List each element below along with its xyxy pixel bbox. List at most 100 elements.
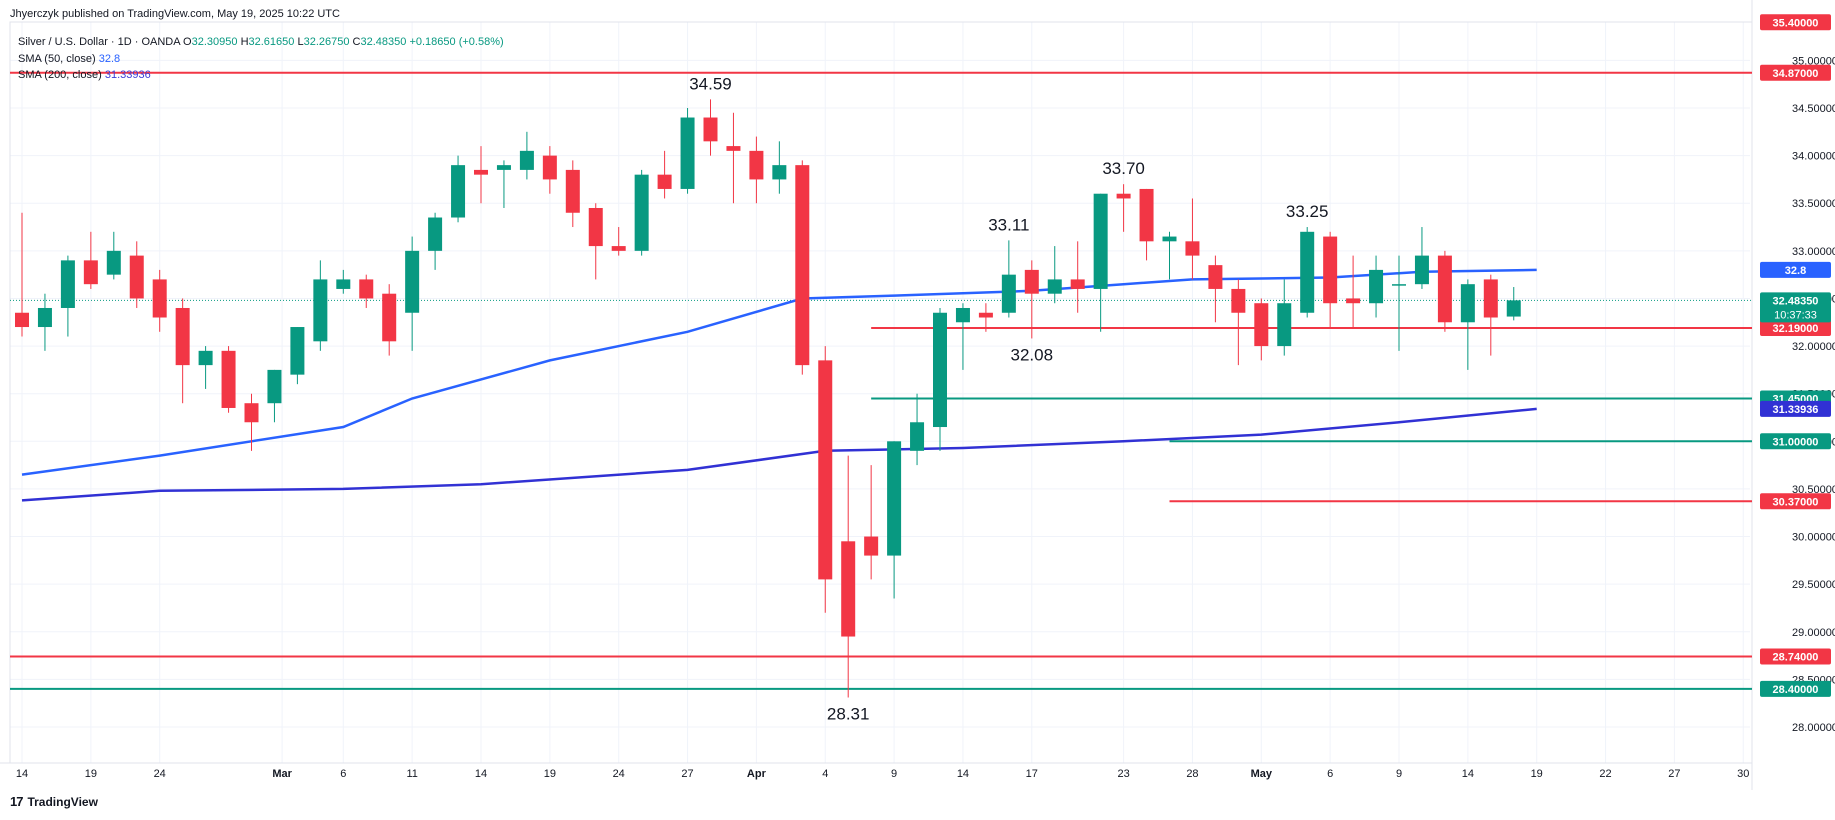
candle bbox=[129, 241, 144, 308]
candle bbox=[611, 227, 626, 256]
candle bbox=[726, 112, 741, 204]
candle bbox=[175, 298, 190, 404]
sma200-value: 31.33936 bbox=[104, 69, 151, 81]
candle-body bbox=[680, 117, 695, 189]
candle-body bbox=[1392, 284, 1406, 286]
candle-body bbox=[1139, 188, 1154, 242]
candle bbox=[244, 393, 259, 451]
time-tick-label: 19 bbox=[85, 768, 97, 780]
tradingview-logo[interactable]: 17 TradingView bbox=[10, 794, 98, 809]
candle bbox=[818, 346, 833, 613]
candle-body bbox=[1001, 274, 1016, 313]
price-tick-label: 30.00000 bbox=[1792, 532, 1835, 544]
price-tag: 35.40000 bbox=[1760, 14, 1831, 31]
candle-body bbox=[1460, 284, 1475, 323]
time-tick-label: 11 bbox=[406, 768, 417, 780]
time-tick-label: Mar bbox=[272, 768, 292, 780]
candle bbox=[657, 150, 672, 199]
candle-body bbox=[611, 246, 626, 251]
candle bbox=[1437, 250, 1452, 332]
time-tick-label: 24 bbox=[613, 768, 625, 780]
price-tag-bg bbox=[1760, 400, 1831, 417]
time-tick-label: 19 bbox=[1531, 768, 1543, 780]
time-tick-label: Apr bbox=[747, 768, 767, 780]
candle bbox=[588, 203, 603, 280]
candle-body bbox=[1208, 265, 1223, 289]
candle bbox=[37, 293, 52, 351]
candle-body bbox=[818, 360, 833, 580]
candle-body bbox=[726, 146, 741, 151]
candle bbox=[336, 269, 351, 294]
ohlc-change: +0.18650 (+0.58%) bbox=[409, 36, 504, 48]
candle-body bbox=[1346, 298, 1361, 304]
annotations: 34.59 33.70 33.11 33.25 32.08 28.31 bbox=[689, 74, 1328, 723]
candle bbox=[1346, 255, 1361, 328]
time-tick-label: 27 bbox=[1668, 768, 1680, 780]
time-tick-label: 14 bbox=[957, 768, 969, 780]
candle bbox=[152, 269, 167, 332]
price-annotation: 28.31 bbox=[827, 704, 870, 723]
price-tag-bg bbox=[1760, 261, 1831, 278]
price-tag-label: 28.40000 bbox=[1773, 684, 1819, 696]
candle bbox=[933, 307, 947, 451]
candle-body bbox=[428, 217, 443, 251]
tradingview-logo-text: TradingView bbox=[27, 794, 98, 809]
price-tag-label: 32.19000 bbox=[1773, 323, 1819, 335]
price-tick-label: 30.50000 bbox=[1792, 484, 1835, 496]
time-tick-label: 22 bbox=[1599, 768, 1611, 780]
sma200-legend[interactable]: SMA (200, close) 31.33936 bbox=[18, 69, 151, 81]
candle bbox=[1231, 279, 1246, 366]
candle-body bbox=[267, 369, 282, 404]
price-tick-label: 29.00000 bbox=[1792, 627, 1835, 639]
price-annotation: 33.11 bbox=[988, 215, 1029, 234]
candle bbox=[1070, 241, 1085, 313]
time-tick-label: 28 bbox=[1186, 768, 1198, 780]
candle bbox=[15, 212, 29, 337]
candle bbox=[1277, 279, 1292, 356]
candles bbox=[15, 99, 1521, 698]
time-tick-label: 9 bbox=[1396, 768, 1402, 780]
candle-body bbox=[588, 207, 603, 247]
price-tick-label: 29.50000 bbox=[1792, 579, 1835, 591]
candle bbox=[1300, 227, 1315, 318]
candle bbox=[359, 274, 374, 308]
price-tag: 31.00000 bbox=[1760, 433, 1831, 450]
price-tick-label: 33.00000 bbox=[1792, 246, 1835, 258]
time-axis: 14 19 24 Mar 6 11 14 19 24 27 Apr 4 9 14 17 23 28 May 6 9 14… bbox=[16, 768, 1750, 780]
price-tick-label: 33.50000 bbox=[1792, 198, 1835, 210]
price-tag-label: 31.00000 bbox=[1773, 436, 1819, 448]
price-tick-label: 34.50000 bbox=[1792, 103, 1835, 115]
price-tag-label: 28.74000 bbox=[1773, 652, 1819, 664]
candle-body bbox=[703, 117, 718, 142]
candle-body bbox=[1093, 193, 1108, 289]
price-tag-bg bbox=[1760, 433, 1831, 450]
price-tag-bg bbox=[1760, 493, 1831, 510]
sma50-legend[interactable]: SMA (50, close) 32.8 bbox=[18, 53, 120, 65]
candle bbox=[910, 393, 925, 466]
ohlc-open-label: O bbox=[183, 36, 192, 48]
ohlc-low: 32.26750 bbox=[303, 36, 350, 48]
candle bbox=[313, 260, 328, 351]
candle bbox=[1162, 231, 1177, 280]
price-tag-label: 35.40000 bbox=[1773, 17, 1819, 29]
candle bbox=[1185, 198, 1200, 280]
candle bbox=[955, 303, 970, 370]
publisher-line: Jhyerczyk published on TradingView.com, … bbox=[10, 8, 340, 20]
candle-body bbox=[496, 165, 511, 170]
candle-body bbox=[1369, 269, 1384, 304]
candle-body bbox=[657, 174, 672, 189]
candle-body bbox=[749, 150, 764, 180]
ohlc-close-label: C bbox=[352, 36, 361, 48]
candle-body bbox=[978, 312, 993, 318]
candle-body bbox=[336, 279, 351, 289]
candle-body bbox=[1162, 236, 1177, 242]
candle-body bbox=[1506, 300, 1521, 317]
symbol-legend[interactable]: Silver / U.S. Dollar · 1D · OANDA O32.30… bbox=[18, 36, 504, 48]
candle-body bbox=[1047, 279, 1062, 294]
price-tag-bg bbox=[1760, 319, 1831, 336]
candle-body bbox=[841, 541, 856, 637]
candle-body bbox=[1323, 236, 1338, 304]
candle-body bbox=[83, 260, 98, 285]
candle bbox=[221, 346, 236, 413]
